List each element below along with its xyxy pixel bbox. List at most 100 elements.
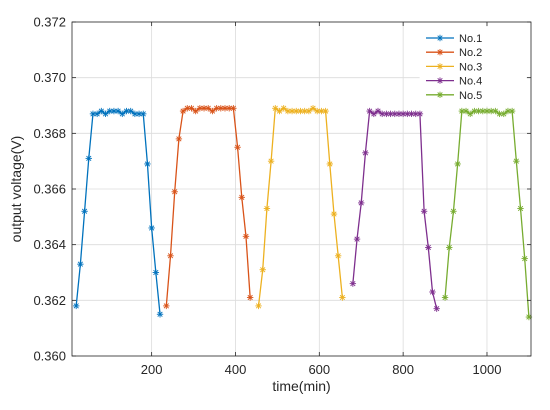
- data-point: [77, 260, 84, 268]
- data-point: [152, 269, 160, 276]
- data-point: [259, 266, 266, 273]
- tick-labels: 200 400 600 800 1000 0.360 0.362 0.364 0.366 0.36…: [33, 15, 501, 378]
- data-point: [163, 302, 170, 310]
- data-point: [504, 107, 512, 115]
- legend-label: No.5: [459, 90, 482, 102]
- x-tick-label: 800: [392, 362, 414, 377]
- legend: No.1 No.2 No.3 No.4 No.5: [419, 26, 527, 107]
- data-point: [179, 107, 187, 115]
- legend-item: No.4: [426, 76, 482, 88]
- series-layer: [72, 105, 533, 321]
- data-point: [362, 149, 369, 157]
- data-point: [98, 107, 105, 115]
- y-tick-label: 0.368: [33, 126, 66, 141]
- y-tick-label: 0.362: [33, 293, 66, 308]
- data-point: [267, 157, 275, 165]
- x-tick-label: 400: [225, 362, 247, 377]
- data-point: [276, 107, 283, 115]
- data-point: [205, 105, 212, 112]
- data-point: [500, 110, 507, 118]
- data-point: [425, 244, 432, 251]
- legend-label: No.4: [459, 76, 482, 88]
- y-tick-label: 0.370: [33, 70, 66, 85]
- data-point: [513, 157, 520, 165]
- data-point: [322, 107, 329, 115]
- data-point: [293, 107, 300, 115]
- x-tick-label: 200: [141, 362, 163, 377]
- data-point: [288, 107, 296, 115]
- data-point: [127, 107, 134, 115]
- data-point: [521, 255, 528, 262]
- data-point: [106, 107, 113, 115]
- data-point: [462, 107, 470, 115]
- data-point: [238, 194, 245, 201]
- data-point: [441, 294, 449, 301]
- data-point: [358, 199, 365, 207]
- data-point: [242, 233, 250, 240]
- data-point: [416, 110, 424, 118]
- legend-marker: [436, 91, 444, 98]
- data-point: [263, 205, 271, 212]
- data-point: [309, 105, 317, 112]
- data-point: [144, 160, 151, 168]
- x-tick-label: 600: [308, 362, 330, 377]
- data-point: [339, 294, 346, 301]
- data-point: [272, 105, 279, 112]
- data-point: [349, 280, 357, 287]
- series-No.5: [441, 107, 533, 321]
- data-point: [374, 107, 382, 115]
- data-point: [284, 107, 292, 115]
- data-point: [297, 107, 304, 115]
- data-point: [230, 105, 237, 112]
- data-point: [171, 188, 178, 195]
- data-point: [72, 302, 80, 310]
- data-point: [209, 107, 216, 115]
- data-point: [326, 160, 333, 168]
- data-point: [446, 244, 453, 251]
- data-point: [119, 110, 126, 118]
- legend-item: No.5: [426, 90, 482, 102]
- data-point: [366, 107, 373, 115]
- y-tick-label: 0.372: [33, 15, 66, 30]
- data-point: [429, 288, 436, 296]
- data-point: [192, 107, 199, 115]
- legend-item: No.2: [426, 47, 482, 59]
- legend-marker: [436, 63, 444, 70]
- data-point: [399, 110, 407, 118]
- data-point: [458, 107, 466, 115]
- data-point: [167, 252, 174, 259]
- y-tick-label: 0.360: [33, 349, 66, 364]
- data-point: [175, 135, 183, 143]
- data-point: [492, 107, 499, 115]
- data-point: [246, 294, 254, 301]
- data-point: [353, 235, 361, 243]
- data-point: [188, 105, 195, 112]
- data-point: [395, 110, 403, 118]
- data-point: [81, 208, 88, 215]
- data-point: [330, 210, 338, 218]
- data-point: [454, 160, 461, 168]
- y-axis-title: output voltage(V): [8, 136, 24, 243]
- y-tick-label: 0.366: [33, 182, 66, 197]
- data-point: [102, 110, 109, 118]
- series-No.3: [255, 105, 346, 310]
- data-point: [450, 208, 457, 215]
- legend-marker: [436, 49, 444, 56]
- data-point: [156, 311, 164, 318]
- data-point: [217, 105, 225, 112]
- data-point: [301, 107, 308, 115]
- x-tick-label: 1000: [473, 362, 502, 377]
- data-point: [255, 302, 262, 310]
- data-point: [420, 208, 428, 215]
- data-point: [114, 107, 122, 115]
- data-point: [280, 105, 287, 112]
- data-point: [234, 144, 241, 151]
- legend-marker: [436, 77, 444, 84]
- tick-marks: [72, 21, 531, 357]
- legend-marker: [436, 34, 444, 42]
- data-point: [305, 107, 313, 115]
- data-point: [467, 110, 474, 118]
- data-point: [433, 305, 440, 312]
- data-point: [140, 110, 147, 118]
